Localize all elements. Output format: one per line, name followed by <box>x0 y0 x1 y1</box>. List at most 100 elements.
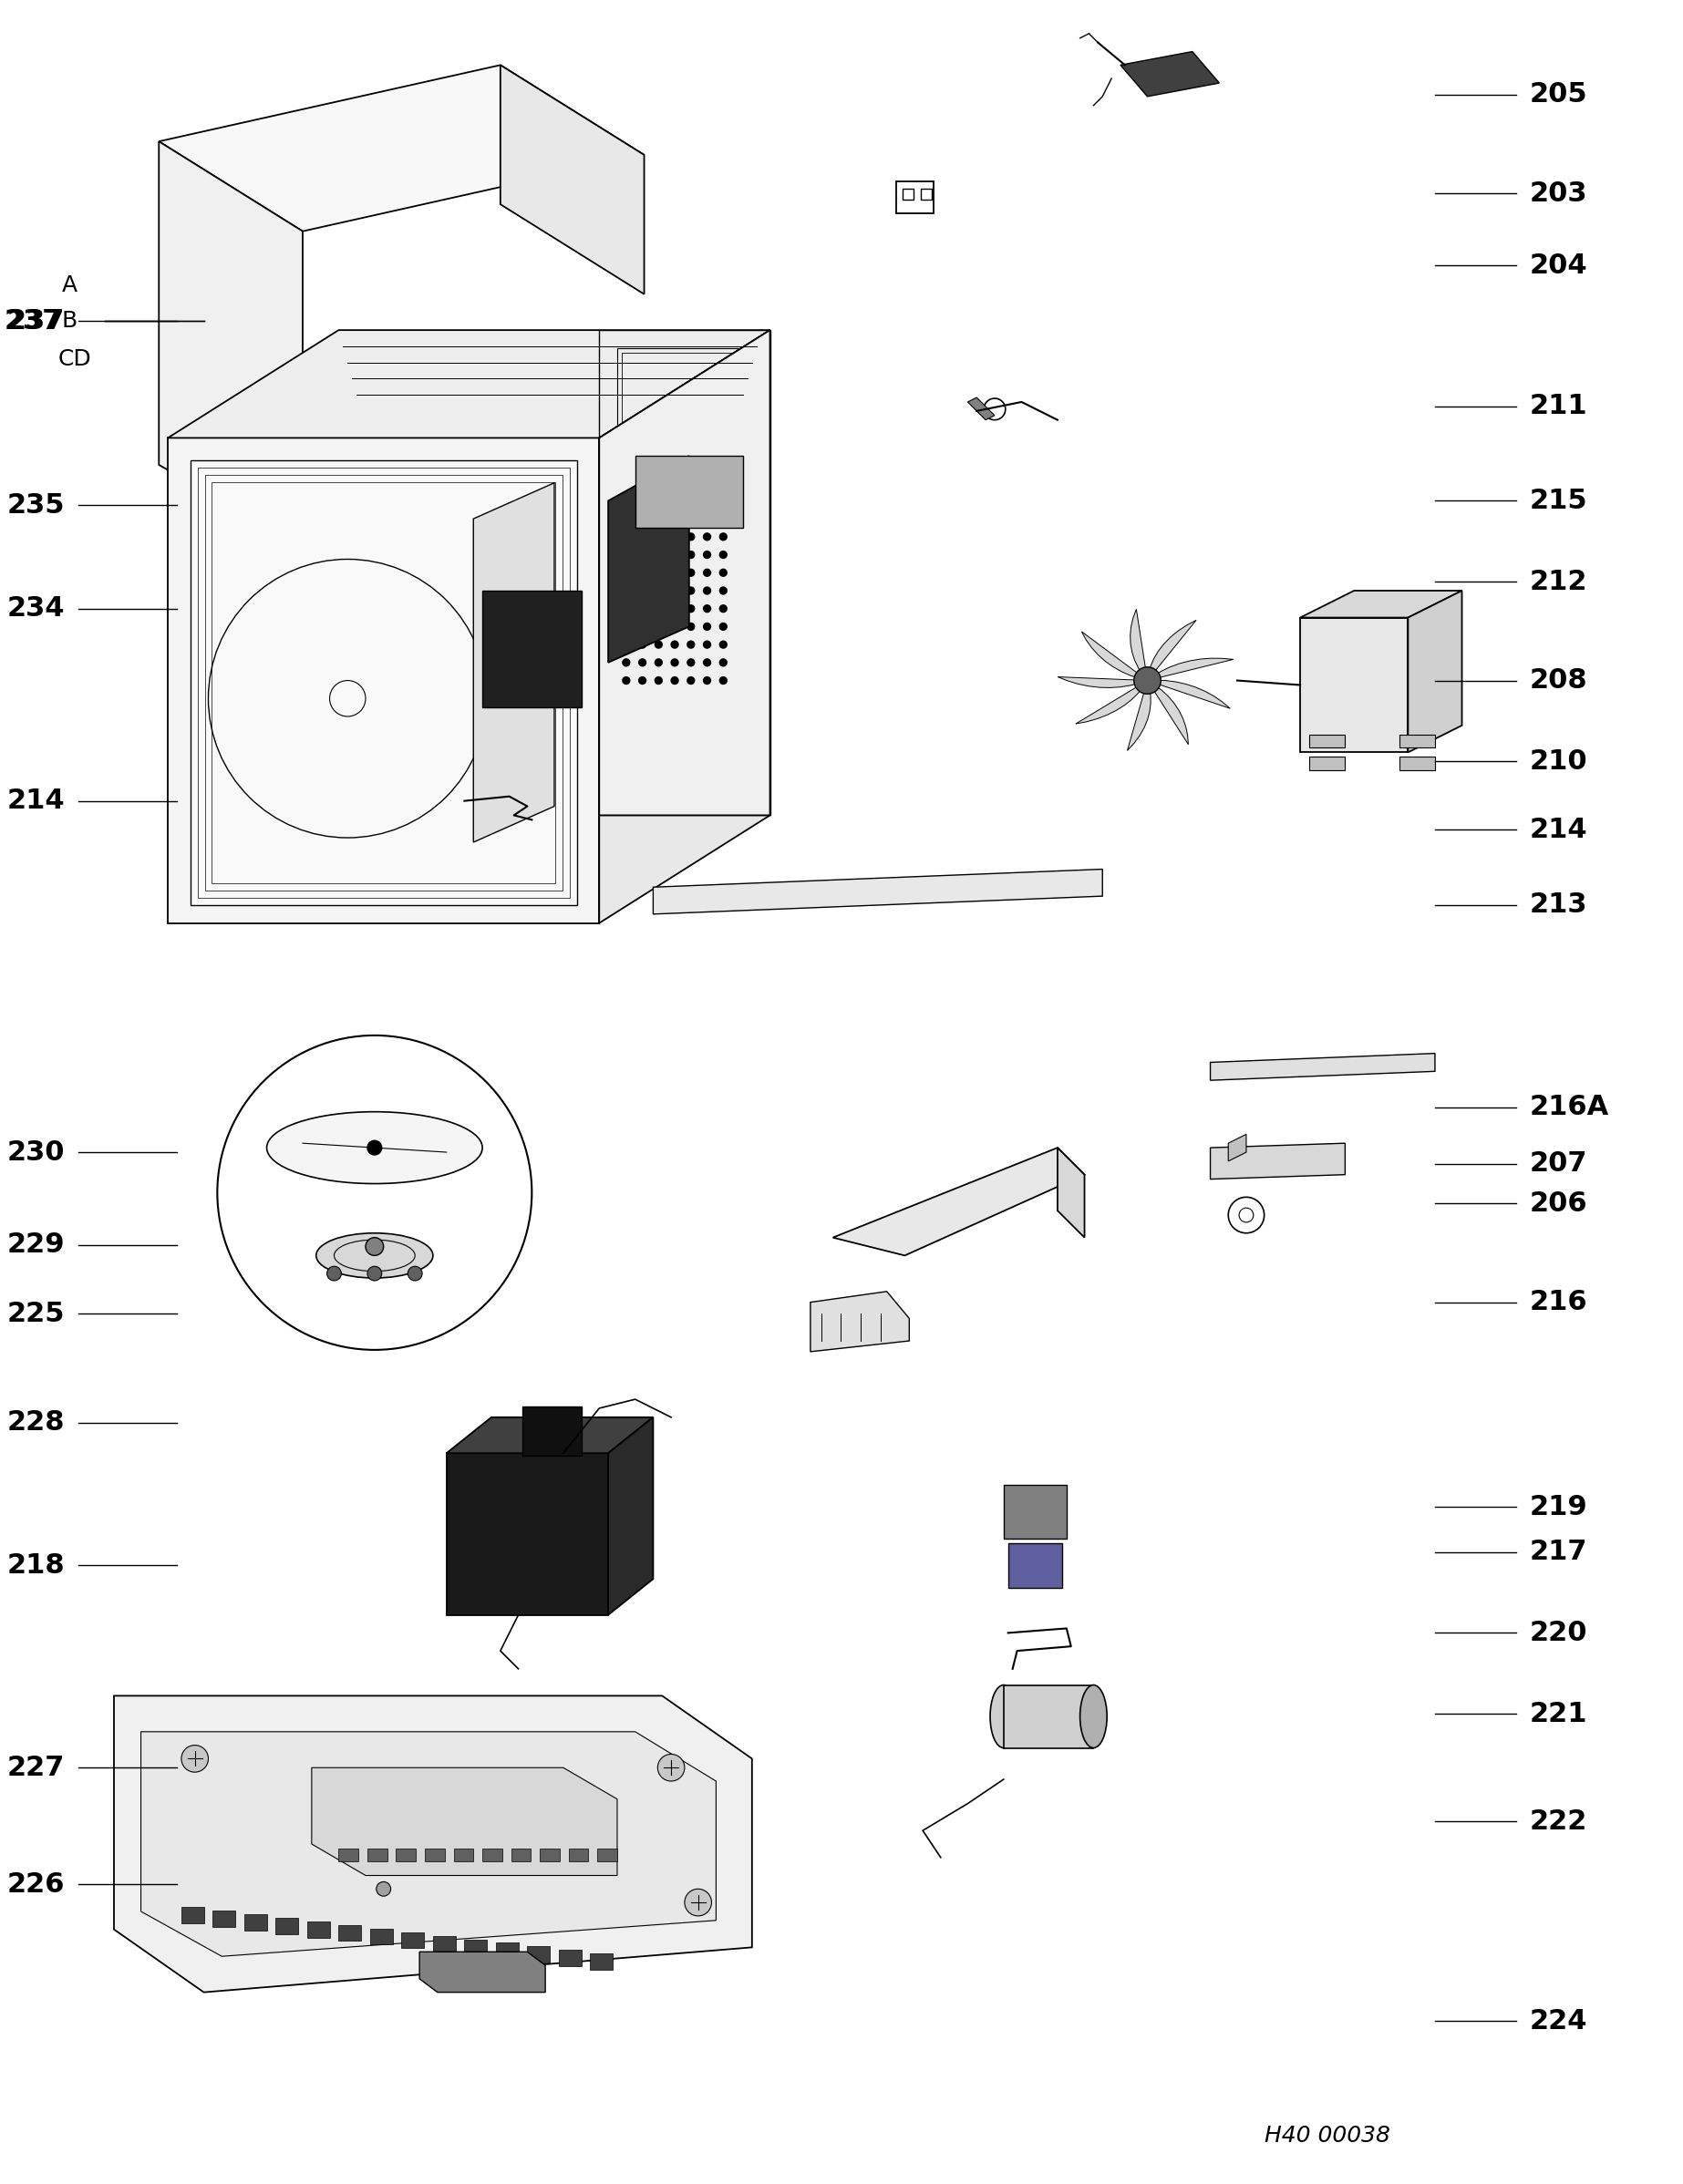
Circle shape <box>640 640 646 649</box>
Circle shape <box>655 605 661 612</box>
Circle shape <box>720 515 727 522</box>
Bar <box>338 1848 358 1861</box>
Polygon shape <box>1301 590 1463 618</box>
Circle shape <box>640 570 646 577</box>
Circle shape <box>623 515 629 522</box>
Circle shape <box>672 640 678 649</box>
Polygon shape <box>311 1767 618 1876</box>
Circle shape <box>640 515 646 522</box>
Text: 220: 220 <box>1530 1621 1587 1647</box>
Circle shape <box>640 622 646 631</box>
Text: 228: 228 <box>7 1409 64 1435</box>
Text: 218: 218 <box>7 1553 64 1579</box>
Text: 208: 208 <box>1530 668 1587 695</box>
Bar <box>591 1955 613 1970</box>
Circle shape <box>640 605 646 612</box>
Polygon shape <box>1229 1133 1245 1162</box>
Text: A: A <box>62 275 77 297</box>
Bar <box>895 181 934 214</box>
Polygon shape <box>500 66 645 295</box>
Circle shape <box>623 622 629 631</box>
Circle shape <box>623 605 629 612</box>
Bar <box>496 1944 518 1959</box>
Bar <box>402 1933 424 1948</box>
Circle shape <box>687 587 695 594</box>
Text: 229: 229 <box>7 1232 64 1258</box>
Circle shape <box>720 677 727 684</box>
Bar <box>433 1935 456 1952</box>
Polygon shape <box>1082 631 1148 681</box>
Text: 225: 225 <box>7 1302 64 1328</box>
Polygon shape <box>599 330 769 924</box>
Circle shape <box>685 1889 712 1915</box>
Polygon shape <box>608 1417 653 1614</box>
Bar <box>921 190 932 199</box>
Text: 214: 214 <box>1530 817 1587 843</box>
Polygon shape <box>419 1952 545 1992</box>
Circle shape <box>703 587 710 594</box>
Circle shape <box>720 587 727 594</box>
Circle shape <box>640 660 646 666</box>
Bar <box>527 1946 550 1963</box>
Polygon shape <box>446 1417 653 1452</box>
Circle shape <box>640 550 646 559</box>
Circle shape <box>623 677 629 684</box>
Text: 234: 234 <box>7 596 64 622</box>
Ellipse shape <box>990 1686 1017 1747</box>
Circle shape <box>365 1238 384 1256</box>
Polygon shape <box>446 1452 608 1614</box>
Bar <box>465 1939 486 1955</box>
Circle shape <box>703 622 710 631</box>
Circle shape <box>327 1267 342 1280</box>
Circle shape <box>720 622 727 631</box>
Bar <box>396 1848 416 1861</box>
Polygon shape <box>141 1732 715 1957</box>
Circle shape <box>703 570 710 577</box>
Circle shape <box>687 570 695 577</box>
Bar <box>512 1848 530 1861</box>
Bar <box>212 1911 236 1926</box>
Polygon shape <box>1128 681 1151 751</box>
Ellipse shape <box>1080 1686 1107 1747</box>
Polygon shape <box>190 461 577 904</box>
Text: 216A: 216A <box>1530 1094 1609 1120</box>
Text: 213: 213 <box>1530 891 1587 917</box>
Circle shape <box>367 1267 382 1280</box>
Circle shape <box>640 533 646 539</box>
Circle shape <box>655 660 661 666</box>
Circle shape <box>658 1754 685 1782</box>
Text: 210: 210 <box>1530 749 1587 775</box>
Polygon shape <box>1148 620 1197 681</box>
Circle shape <box>377 1883 390 1896</box>
Text: 235: 235 <box>7 491 64 518</box>
Circle shape <box>672 587 678 594</box>
Polygon shape <box>833 1149 1084 1256</box>
Circle shape <box>1134 666 1161 695</box>
Circle shape <box>687 533 695 539</box>
Circle shape <box>672 533 678 539</box>
Circle shape <box>655 677 661 684</box>
Text: 204: 204 <box>1530 251 1587 280</box>
Polygon shape <box>158 66 645 232</box>
Circle shape <box>672 550 678 559</box>
Text: 221: 221 <box>1530 1701 1587 1728</box>
Polygon shape <box>1057 677 1148 688</box>
Bar <box>1399 758 1436 771</box>
Circle shape <box>672 570 678 577</box>
Bar <box>483 590 581 708</box>
Circle shape <box>655 640 661 649</box>
Ellipse shape <box>316 1234 433 1278</box>
Polygon shape <box>1075 681 1148 723</box>
Text: 237: 237 <box>3 308 62 334</box>
Circle shape <box>655 587 661 594</box>
Circle shape <box>703 660 710 666</box>
Bar <box>1003 1485 1067 1538</box>
Bar <box>904 190 914 199</box>
Polygon shape <box>158 142 303 546</box>
Bar <box>276 1918 298 1933</box>
Bar <box>540 1848 560 1861</box>
Bar <box>1309 734 1345 747</box>
Text: 217: 217 <box>1530 1540 1587 1566</box>
Bar <box>182 1907 204 1924</box>
Circle shape <box>655 550 661 559</box>
